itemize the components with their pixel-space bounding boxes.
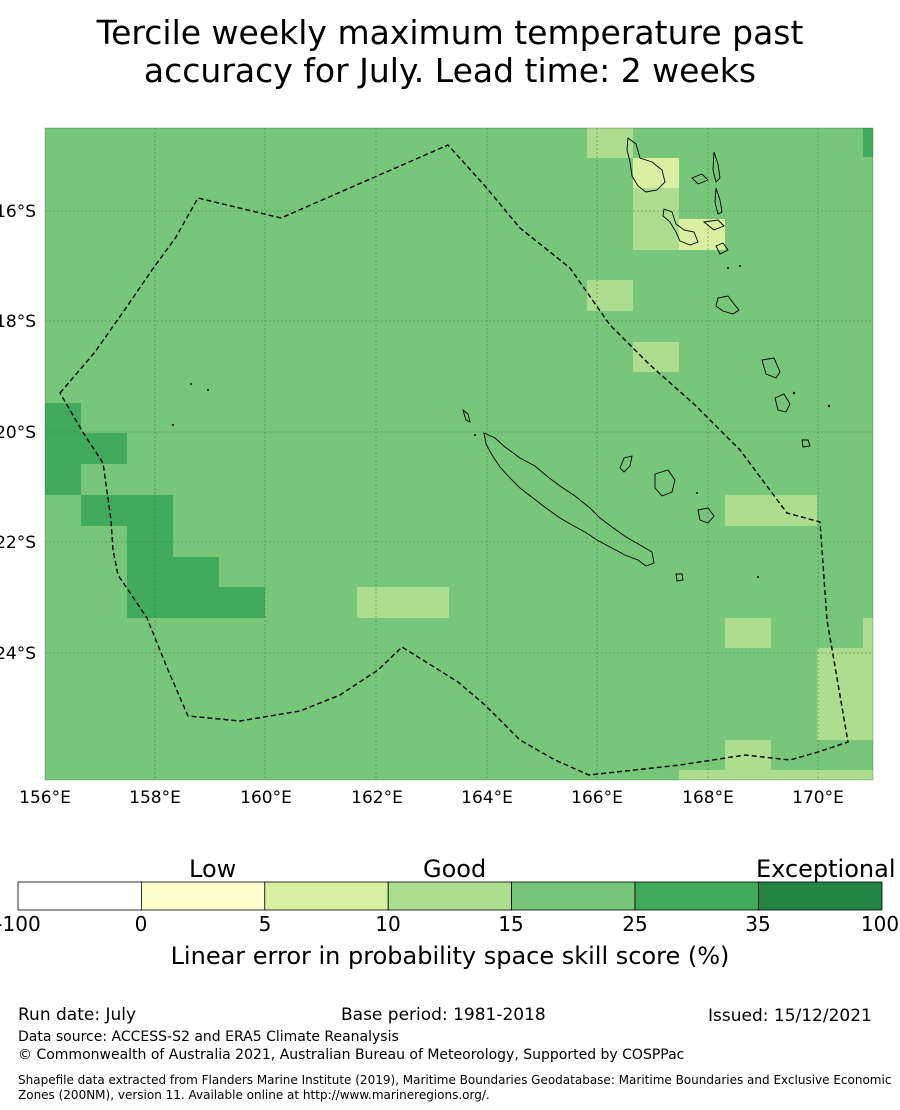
tanna-island <box>774 393 791 413</box>
aneityum-island <box>801 439 811 448</box>
lat-label: 22°S <box>0 533 36 553</box>
colorbar-segments <box>17 881 883 911</box>
ouvea-island <box>619 455 633 473</box>
mare-island <box>697 507 715 524</box>
segment-25-35 <box>634 881 759 911</box>
longitude-labels: 156°E 158°E 160°E 162°E 164°E 166°E 168°… <box>19 788 844 808</box>
run-date: Run date: July <box>18 1005 137 1025</box>
lat-label: 20°S <box>0 423 36 443</box>
colorbar-title: Linear error in probability space skill … <box>170 942 730 970</box>
chart-title: Tercile weekly maximum temperature past … <box>0 14 900 90</box>
latitude-labels: 16°S 18°S 20°S 22°S 24°S <box>0 202 36 664</box>
gridlines <box>45 128 873 780</box>
shapefile-line-2: Zones (200NM), version 11. Available onl… <box>18 1088 490 1102</box>
colorbar-tick: 10 <box>375 912 401 936</box>
lon-label: 158°E <box>129 788 181 808</box>
category-low: Low <box>189 855 237 883</box>
small-islands <box>172 265 831 578</box>
espiritu-santo-island <box>626 137 666 193</box>
pentecost-island <box>714 187 723 215</box>
belep-island <box>462 408 471 423</box>
skill-map: 16°S 18°S 20°S 22°S 24°S 156°E 158°E 160… <box>0 127 874 808</box>
category-exceptional: Exceptional <box>756 855 896 883</box>
lat-label: 18°S <box>0 312 36 332</box>
lat-label: 24°S <box>0 644 36 664</box>
segment-5-10 <box>264 881 389 911</box>
lon-label: 156°E <box>19 788 71 808</box>
issued-date: Issued: 15/12/2021 <box>708 1006 872 1026</box>
new-caledonia-island <box>483 432 655 567</box>
ambae-island <box>691 173 709 185</box>
colorbar <box>17 881 883 911</box>
category-good: Good <box>423 855 487 883</box>
shapefile-credit: Shapefile data extracted from Flanders M… <box>18 1073 900 1103</box>
land-outlines <box>462 137 811 582</box>
colorbar-tick: 25 <box>622 912 648 936</box>
segment-neg100-0 <box>17 881 142 911</box>
maewo-island <box>712 151 721 183</box>
colorbar-tick: 100 <box>860 912 900 936</box>
ambrym-island <box>702 219 725 231</box>
lon-label: 160°E <box>240 788 292 808</box>
copyright: © Commonwealth of Australia 2021, Austra… <box>18 1047 685 1063</box>
segment-0-5 <box>140 881 266 911</box>
lon-label: 168°E <box>682 788 734 808</box>
lon-label: 170°E <box>792 788 844 808</box>
epi-island <box>715 242 729 255</box>
data-source: Data source: ACCESS-S2 and ERA5 Climate … <box>18 1029 399 1045</box>
efate-island <box>715 295 740 315</box>
erromango-island <box>761 357 781 379</box>
isle-of-pines-island <box>675 573 684 582</box>
segment-35-100 <box>758 881 883 911</box>
segment-10-15 <box>387 881 513 911</box>
malakula-island <box>662 208 699 246</box>
lon-label: 164°E <box>461 788 513 808</box>
colorbar-tick: 0 <box>134 912 148 936</box>
lon-label: 166°E <box>571 788 623 808</box>
map-frame <box>44 127 874 781</box>
lon-label: 162°E <box>351 788 403 808</box>
eez-boundary <box>59 144 849 776</box>
lat-label: 16°S <box>0 202 36 222</box>
lifou-island <box>654 469 676 497</box>
colorbar-tick: 35 <box>745 912 771 936</box>
title-line-1: Tercile weekly maximum temperature past <box>96 13 804 52</box>
base-period: Base period: 1981-2018 <box>341 1005 546 1025</box>
map-background <box>45 128 873 780</box>
colorbar-tick: 5 <box>258 912 272 936</box>
colorbar-tick: 15 <box>498 912 524 936</box>
title-line-2: accuracy for July. Lead time: 2 weeks <box>143 51 757 90</box>
colorbar-tick: -100 <box>0 912 41 936</box>
low-skill-cells <box>633 158 725 250</box>
segment-15-25 <box>511 881 636 911</box>
shapefile-line-1: Shapefile data extracted from Flanders M… <box>18 1073 892 1087</box>
